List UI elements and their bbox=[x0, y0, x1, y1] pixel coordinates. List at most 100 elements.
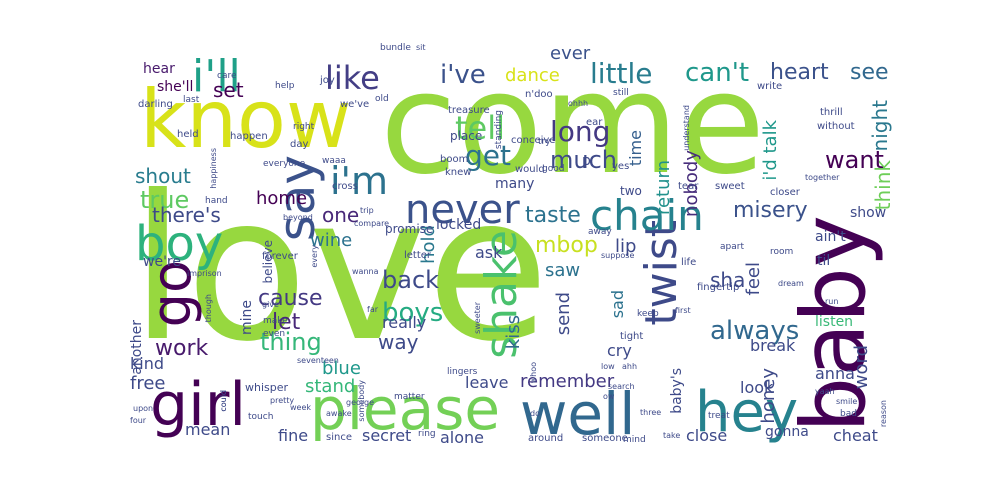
cloud-word: girl bbox=[150, 370, 247, 440]
cloud-word: think bbox=[871, 160, 895, 211]
cloud-word: never bbox=[405, 187, 520, 233]
cloud-word: yes bbox=[612, 161, 630, 172]
cloud-word: well bbox=[520, 380, 636, 448]
cloud-word: george bbox=[346, 398, 375, 407]
cloud-word: p bbox=[582, 153, 591, 169]
cloud-word: anna bbox=[815, 364, 855, 383]
cloud-word: would bbox=[515, 164, 545, 175]
cloud-word: sweet bbox=[715, 181, 745, 192]
cloud-word: baby's bbox=[669, 368, 685, 414]
cloud-word: please bbox=[310, 375, 501, 443]
cloud-word: closer bbox=[770, 187, 800, 198]
cloud-word: tell bbox=[455, 109, 506, 147]
cloud-word: touch bbox=[248, 412, 274, 422]
cloud-word: back bbox=[382, 266, 440, 294]
cloud-word: give bbox=[262, 300, 279, 309]
cloud-word: ow bbox=[603, 392, 615, 401]
cloud-word: see bbox=[850, 60, 889, 85]
cloud-word: write bbox=[757, 81, 783, 92]
cloud-word: wanna bbox=[352, 267, 379, 276]
cloud-word: night bbox=[868, 100, 892, 152]
cloud-word: conceive bbox=[511, 135, 556, 146]
cloud-word: taste bbox=[525, 203, 581, 228]
cloud-word: hand bbox=[205, 196, 228, 206]
cloud-word: sad bbox=[608, 290, 627, 319]
cloud-word: ever bbox=[550, 43, 591, 64]
cloud-word: misery bbox=[733, 198, 808, 223]
cloud-word: care bbox=[217, 71, 237, 81]
cloud-word: beyond bbox=[283, 213, 313, 222]
cloud-word: blue bbox=[322, 358, 361, 379]
cloud-word: feel bbox=[743, 262, 764, 296]
cloud-word: everyone bbox=[263, 159, 306, 169]
cloud-word: want bbox=[825, 146, 884, 174]
cloud-word: cause bbox=[258, 286, 323, 311]
cloud-word: look bbox=[740, 378, 774, 397]
cloud-word: love bbox=[130, 153, 550, 386]
cloud-word: close bbox=[686, 426, 728, 445]
cloud-word: still bbox=[613, 88, 629, 98]
cloud-word: life bbox=[681, 257, 697, 268]
cloud-word: suppose bbox=[601, 251, 635, 260]
cloud-word: dream bbox=[778, 279, 804, 288]
cloud-word: gonna bbox=[765, 424, 809, 440]
cloud-word: lingers bbox=[447, 367, 478, 377]
cloud-word: standing bbox=[494, 110, 504, 150]
cloud-word: ear bbox=[586, 117, 603, 128]
cloud-word: run bbox=[825, 297, 839, 306]
cloud-word: promise bbox=[385, 222, 434, 236]
cloud-word: sit bbox=[416, 43, 426, 52]
cloud-word: even bbox=[263, 329, 286, 339]
cloud-word: way bbox=[378, 330, 419, 354]
cloud-word: boys bbox=[382, 298, 444, 328]
cloud-word: remember bbox=[520, 371, 615, 392]
cloud-word: though bbox=[204, 294, 213, 323]
cloud-word: someone bbox=[582, 433, 628, 444]
cloud-word: darling bbox=[138, 99, 173, 110]
cloud-word: apart bbox=[720, 242, 744, 252]
cloud-word: cheat bbox=[833, 426, 878, 445]
cloud-word: she'll bbox=[157, 79, 194, 95]
cloud-word: much bbox=[550, 146, 617, 174]
cloud-word: good bbox=[542, 164, 565, 174]
cloud-word: treat bbox=[708, 411, 730, 421]
cloud-word: saw bbox=[545, 260, 581, 281]
cloud-word: send bbox=[553, 292, 574, 336]
cloud-word: two bbox=[620, 184, 642, 198]
cloud-word: cross bbox=[332, 181, 358, 192]
cloud-word: away bbox=[588, 227, 612, 237]
cloud-word: stand bbox=[305, 376, 356, 397]
cloud-word: smile bbox=[836, 397, 858, 406]
cloud-word: keep bbox=[637, 309, 659, 319]
cloud-word: ring bbox=[418, 429, 436, 439]
cloud-word: take bbox=[663, 431, 681, 440]
cloud-word: alone bbox=[440, 428, 485, 447]
cloud-word: little bbox=[590, 57, 653, 90]
cloud-word: yaah bbox=[815, 387, 835, 396]
cloud-word: i've bbox=[440, 60, 486, 90]
cloud-word: time bbox=[626, 130, 645, 167]
cloud-word: first bbox=[675, 306, 691, 315]
cloud-word: boy bbox=[135, 216, 224, 272]
cloud-word: happen bbox=[230, 131, 268, 142]
cloud-word: n'doo bbox=[525, 89, 553, 100]
cloud-word: happiness bbox=[209, 148, 218, 189]
cloud-word: seventeen bbox=[297, 356, 339, 365]
cloud-word: mine bbox=[239, 300, 255, 336]
cloud-word: always bbox=[710, 316, 800, 346]
cloud-word: true bbox=[140, 186, 190, 214]
cloud-word: thrill bbox=[820, 107, 843, 118]
cloud-word: free bbox=[130, 373, 166, 394]
cloud-word: last bbox=[183, 95, 200, 105]
cloud-word: mind bbox=[623, 435, 646, 445]
cloud-word: tight bbox=[620, 331, 644, 342]
cloud-word: ohhh bbox=[568, 99, 589, 108]
cloud-word: tear bbox=[678, 181, 699, 192]
cloud-word: day bbox=[290, 139, 309, 150]
cloud-word: old bbox=[375, 94, 389, 104]
cloud-word: letter bbox=[404, 250, 432, 261]
cloud-word: cry bbox=[607, 341, 632, 360]
cloud-word: compare bbox=[354, 219, 390, 228]
cloud-word: since bbox=[326, 432, 352, 443]
cloud-word: waaa bbox=[322, 156, 346, 166]
